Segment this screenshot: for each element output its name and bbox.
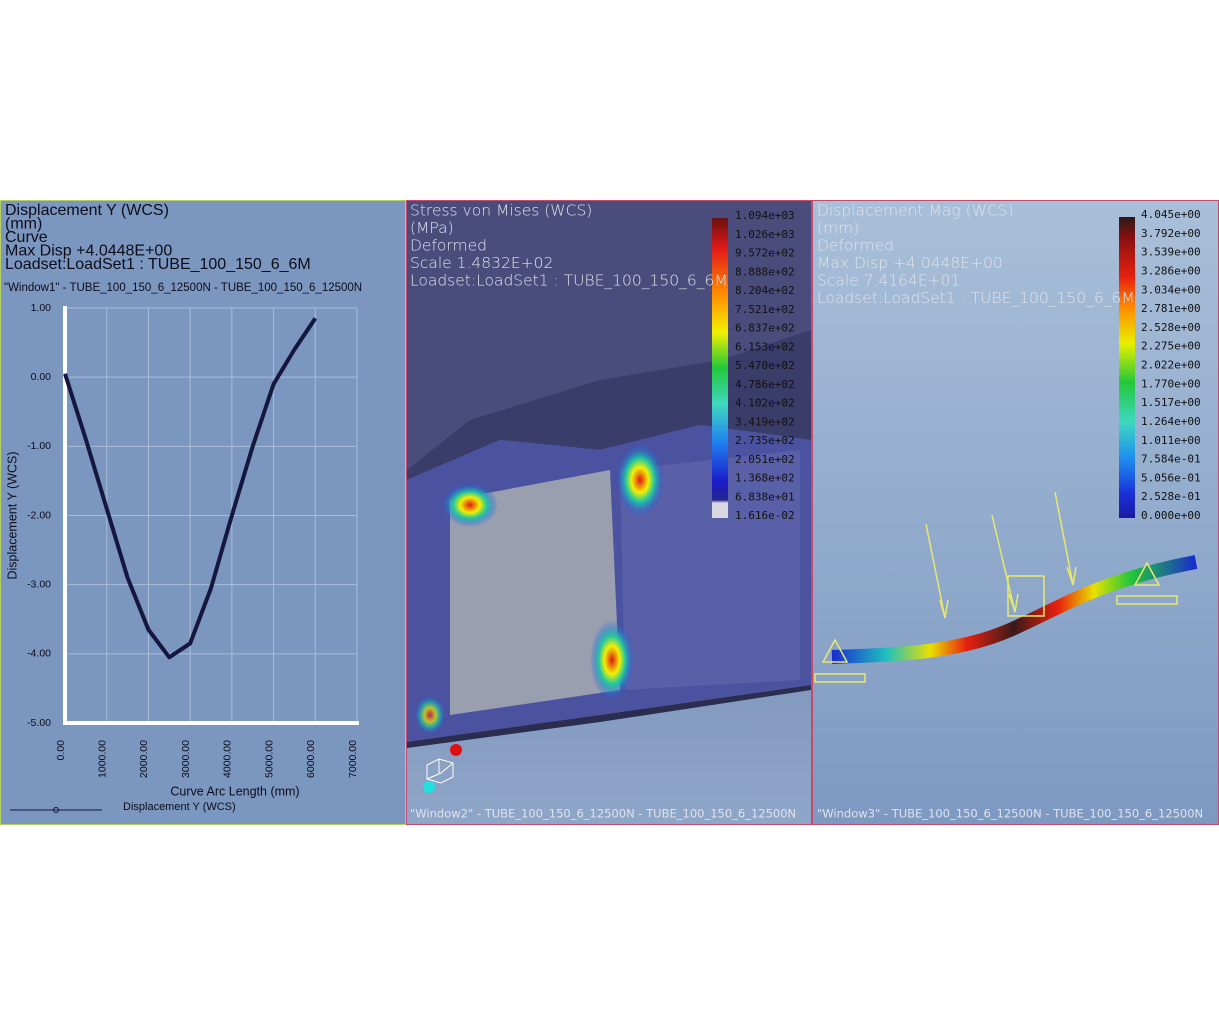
colorbar-label: 5.056e-01 <box>1141 471 1201 484</box>
curve <box>63 317 317 660</box>
colorbar-label: 9.572e+02 <box>735 247 795 260</box>
x-tick-label: 2000.00 <box>138 740 150 778</box>
model-edge <box>407 685 811 748</box>
colorbar-label: 4.045e+00 <box>1141 208 1201 221</box>
colorbar-label: 1.026e+03 <box>735 228 795 241</box>
colorbar-label: 2.781e+00 <box>1141 302 1201 315</box>
model-web <box>450 470 620 715</box>
header-line: (mm) <box>5 216 42 233</box>
colorbar-label: 0.000e+00 <box>1141 509 1201 522</box>
colorbar-label: 7.584e-01 <box>1141 453 1201 466</box>
colorbar-label: 6.837e+02 <box>735 322 795 335</box>
colorbar-label: 3.792e+00 <box>1141 227 1201 240</box>
y-tick-label: 0.00 <box>31 371 52 383</box>
legend-marker <box>53 807 59 813</box>
loads-and-constraints <box>814 491 1178 683</box>
window3-panel <box>812 200 1219 825</box>
header-line: (mm) <box>817 219 859 237</box>
header-line: Displacement Y (WCS) <box>5 202 169 219</box>
triad-x <box>450 744 462 756</box>
x-tick-label: 1000.00 <box>96 740 108 778</box>
x-axis-label: Curve Arc Length (mm) <box>170 784 299 798</box>
y-tick-label: -2.00 <box>27 509 51 521</box>
x-tick-label: 5000.00 <box>263 740 275 778</box>
y-tick-label: 1.00 <box>31 302 52 314</box>
header-line: Curve <box>5 229 48 246</box>
y-tick-label: -4.00 <box>27 648 51 660</box>
header-line: Loadset:LoadSet1 : TUBE_100_150_6_6M <box>5 256 311 273</box>
colorbar-label: 1.264e+00 <box>1141 415 1201 428</box>
header-line: (MPa) <box>410 219 454 237</box>
window-caption: "Window2" - TUBE_100_150_6_12500N - TUBE… <box>410 807 796 821</box>
stress-hotspot <box>414 695 446 735</box>
window2: Stress von Mises (WCS)(MPa)DeformedScale… <box>407 201 811 821</box>
header-line: Stress von Mises (WCS) <box>410 202 592 220</box>
colorbar-label: 4.102e+02 <box>735 397 795 410</box>
window-caption: "Window3" - TUBE_100_150_6_12500N - TUBE… <box>817 807 1203 821</box>
header-line: Displacement Mag (WCS) <box>817 202 1014 220</box>
x-tick-label: 4000.00 <box>222 740 234 778</box>
colorbar-label: 1.094e+03 <box>735 209 795 222</box>
colorbar-label: 3.539e+00 <box>1141 246 1201 259</box>
y-tick-label: -3.00 <box>27 578 51 590</box>
colorbar-label: 5.470e+02 <box>735 359 795 372</box>
colorbar <box>712 218 728 518</box>
x-tick-label: 3000.00 <box>180 740 192 778</box>
y-tick-label: -1.00 <box>27 440 51 452</box>
colorbar-label: 1.368e+02 <box>735 472 795 485</box>
colorbar-label: 1.616e-02 <box>735 509 795 522</box>
header-line: Loadset:LoadSet1 : TUBE_100_150_6_6M <box>817 289 1135 307</box>
header-line: Deformed <box>817 237 894 255</box>
colorbar-label: 2.051e+02 <box>735 453 795 466</box>
y-axis-label: Displacement Y (WCS) <box>5 451 19 579</box>
x-tick-label: 0.00 <box>55 740 67 761</box>
colorbar-label: 3.419e+02 <box>735 415 795 428</box>
legend-label: Displacement Y (WCS) <box>123 801 236 813</box>
stress-hotspot <box>616 444 664 516</box>
colorbar-label: 7.521e+02 <box>735 303 795 316</box>
header-line: Deformed <box>410 237 487 255</box>
x-tick-label: 7000.00 <box>347 740 359 778</box>
colorbar-label: 2.528e+00 <box>1141 321 1201 334</box>
colorbar-label: 8.204e+02 <box>735 284 795 297</box>
header-line: Max Disp +4.0448E+00 <box>817 254 1003 272</box>
window-caption: "Window1" - TUBE_100_150_6_12500N - TUBE… <box>4 282 362 294</box>
colorbar-label: 3.034e+00 <box>1141 283 1201 296</box>
colorbar-label: 6.153e+02 <box>735 340 795 353</box>
colorbar-label: 8.888e+02 <box>735 265 795 278</box>
colorbar-label: 3.286e+00 <box>1141 264 1201 277</box>
model-top-face <box>407 201 811 470</box>
colorbar-label: 2.022e+00 <box>1141 359 1201 372</box>
window1-panel <box>0 200 406 825</box>
triad-z <box>423 781 435 793</box>
x-tick-label: 6000.00 <box>305 740 317 778</box>
header-line: Loadset:LoadSet1 : TUBE_100_150_6_6M <box>410 272 728 290</box>
colorbar-label: 2.275e+00 <box>1141 340 1201 353</box>
deformed-beam <box>831 555 1198 664</box>
colorbar-label: 1.011e+00 <box>1141 434 1201 447</box>
colorbar-label: 4.786e+02 <box>735 378 795 391</box>
stress-hotspot <box>590 620 634 700</box>
header-line: Scale 1.4832E+02 <box>410 254 553 272</box>
header-line: Scale 7.4164E+01 <box>817 272 960 290</box>
model-web-right <box>620 450 800 690</box>
colorbar <box>1119 217 1135 518</box>
triad-cube <box>426 758 454 784</box>
colorbar-label: 1.770e+00 <box>1141 377 1201 390</box>
header-line: Max Disp +4.0448E+00 <box>5 243 172 260</box>
colorbar-label: 6.838e+01 <box>735 490 795 503</box>
y-tick-label: -5.00 <box>27 717 51 729</box>
colorbar-label: 2.528e-01 <box>1141 490 1201 503</box>
colorbar-label: 1.517e+00 <box>1141 396 1201 409</box>
colorbar-label: 2.735e+02 <box>735 434 795 447</box>
stress-hotspot <box>442 483 498 527</box>
